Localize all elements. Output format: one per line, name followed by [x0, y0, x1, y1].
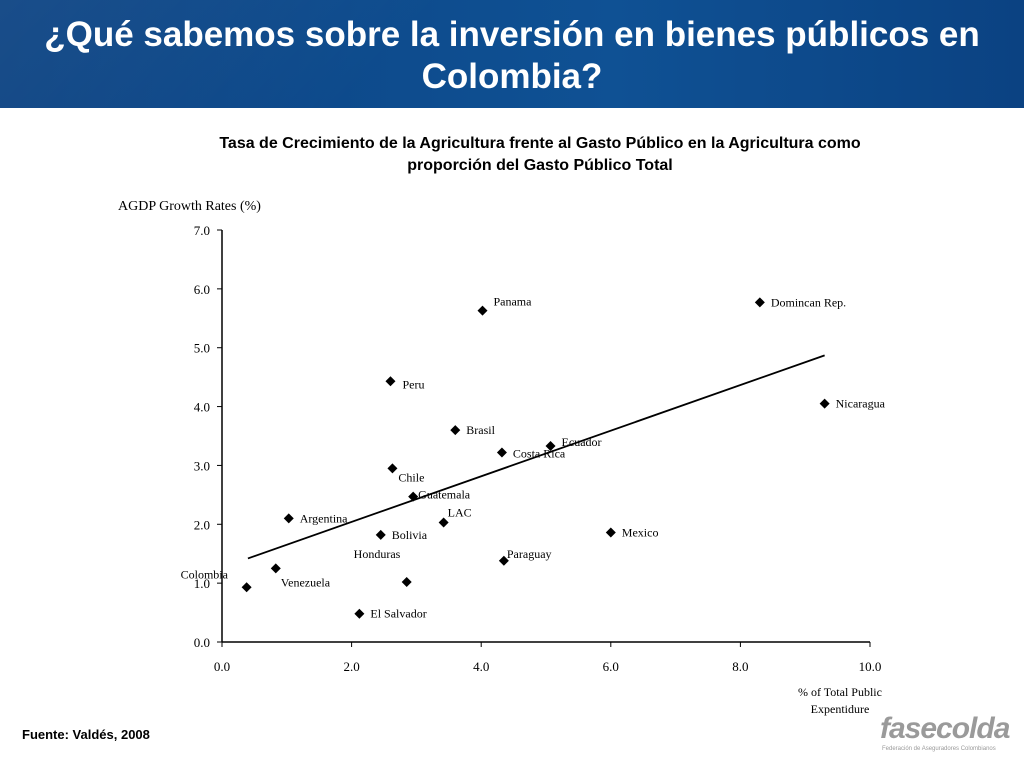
trend-line [247, 354, 825, 560]
data-point-domincan-rep [754, 297, 765, 308]
data-point-argentina [283, 513, 294, 524]
data-point-ecuador [545, 441, 556, 452]
y-tick-label: 2.0 [194, 517, 210, 532]
logo-subtext: Federación de Aseguradores Colombianos [882, 746, 996, 752]
data-point-mexico [605, 527, 616, 538]
point-label-mexico: Mexico [622, 526, 659, 540]
x-tick-label: 8.0 [732, 659, 748, 674]
data-point-honduras [401, 576, 412, 587]
data-point-chile [387, 463, 398, 474]
fasecolda-logo: fasecolda Federación de Aseguradores Col… [880, 712, 1010, 762]
data-point-bolivia [375, 529, 386, 540]
point-label-ecuador: Ecuador [562, 435, 602, 449]
slide-title: ¿Qué sabemos sobre la inversión en biene… [44, 15, 980, 96]
x-tick-label: 2.0 [343, 659, 359, 674]
point-label-lac: LAC [448, 506, 472, 520]
data-point-brasil [450, 425, 461, 436]
point-label-domincan-rep: Domincan Rep. [771, 295, 846, 309]
point-label-argentina: Argentina [300, 511, 348, 525]
data-point-el-salvador [354, 608, 365, 619]
y-tick-label: 5.0 [194, 341, 210, 356]
point-label-el-salvador: El Salvador [370, 607, 426, 621]
data-point-guatemala [408, 491, 419, 502]
data-point-colombia [241, 582, 252, 593]
x-tick-label: 0.0 [214, 659, 230, 674]
banner-divider [0, 108, 1024, 110]
point-label-costa-rica: Costa Rica [513, 446, 566, 460]
point-label-venezuela: Venezuela [281, 575, 331, 589]
x-tick-label: 4.0 [473, 659, 489, 674]
point-label-peru: Peru [402, 377, 424, 391]
title-banner: ¿Qué sabemos sobre la inversión en biene… [0, 0, 1024, 108]
logo-wordmark: fasecolda [880, 712, 1010, 745]
y-tick-label: 6.0 [194, 282, 210, 297]
x-axis-label: % of Total Public Expentidure [798, 685, 882, 716]
point-label-chile: Chile [398, 470, 424, 484]
data-point-venezuela [270, 563, 281, 574]
point-label-colombia: Colombia [181, 567, 229, 581]
y-tick-label: 7.0 [194, 223, 210, 238]
data-point-paraguay [498, 555, 509, 566]
point-label-honduras: Honduras [354, 547, 401, 561]
y-axis-label: AGDP Growth Rates (%) [118, 199, 261, 214]
chart-title: Tasa de Crecimiento de la Agricultura fr… [219, 135, 861, 174]
data-point-peru [385, 376, 396, 387]
point-label-bolivia: Bolivia [392, 528, 428, 542]
data-point-costa-rica [496, 447, 507, 458]
x-tick-label: 6.0 [603, 659, 619, 674]
source-note: Fuente: Valdés, 2008 [22, 727, 150, 742]
point-label-guatemala: Guatemala [418, 488, 471, 502]
point-label-paraguay: Paraguay [507, 547, 552, 561]
data-point-panama [477, 305, 488, 316]
y-tick-label: 3.0 [194, 458, 210, 473]
point-label-panama: Panama [493, 295, 532, 309]
data-point-nicaragua [819, 398, 830, 409]
point-label-nicaragua: Nicaragua [836, 397, 886, 411]
y-tick-label: 1.0 [194, 576, 210, 591]
y-tick-label: 0.0 [194, 635, 210, 650]
point-label-brasil: Brasil [466, 423, 495, 437]
y-tick-label: 4.0 [194, 400, 210, 415]
data-point-lac [438, 517, 449, 528]
x-tick-label: 10.0 [859, 659, 882, 674]
